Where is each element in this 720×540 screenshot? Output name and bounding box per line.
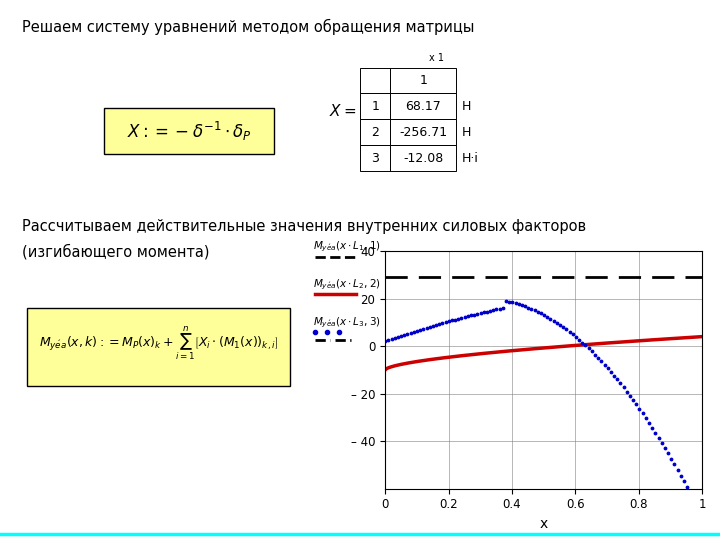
Text: 1: 1: [420, 74, 427, 87]
Text: $M_{y\acute{e}a}(x \cdot L_2, 2)$: $M_{y\acute{e}a}(x \cdot L_2, 2)$: [313, 278, 381, 292]
Text: (изгибающего момента): (изгибающего момента): [22, 244, 209, 260]
FancyBboxPatch shape: [104, 108, 274, 154]
Text: Решаем систему уравнений методом обращения матрицы: Решаем систему уравнений методом обращен…: [22, 19, 474, 35]
Text: $M_{y\acute{e}a}(x \cdot L_3, 3)$: $M_{y\acute{e}a}(x \cdot L_3, 3)$: [313, 315, 381, 329]
Text: $M_{y\acute{e}a}(x,k) := M_P(x)_k + \sum_{i=1}^{n}\left[X_i \cdot (M_1(x))_{k,i}: $M_{y\acute{e}a}(x,k) := M_P(x)_k + \sum…: [39, 324, 279, 362]
FancyBboxPatch shape: [27, 308, 290, 386]
Text: Рассчитываем действительные значения внутренних силовых факторов: Рассчитываем действительные значения вну…: [22, 219, 586, 234]
Text: x 1: x 1: [429, 53, 444, 63]
Text: -256.71: -256.71: [400, 126, 447, 139]
Text: 3: 3: [372, 152, 379, 165]
X-axis label: x: x: [539, 517, 548, 531]
Text: $X =$: $X =$: [329, 103, 356, 119]
Text: 68.17: 68.17: [405, 100, 441, 113]
Text: H: H: [462, 126, 472, 139]
Text: -12.08: -12.08: [403, 152, 444, 165]
Text: H: H: [462, 100, 472, 113]
Text: $M_{y\acute{e}a}(x \cdot L_1, 1)$: $M_{y\acute{e}a}(x \cdot L_1, 1)$: [313, 240, 381, 254]
Text: 2: 2: [372, 126, 379, 139]
Text: $X := -\delta^{-1} \cdot \delta_P$: $X := -\delta^{-1} \cdot \delta_P$: [127, 119, 251, 143]
Text: H·i: H·i: [462, 152, 479, 165]
Text: 1: 1: [372, 100, 379, 113]
